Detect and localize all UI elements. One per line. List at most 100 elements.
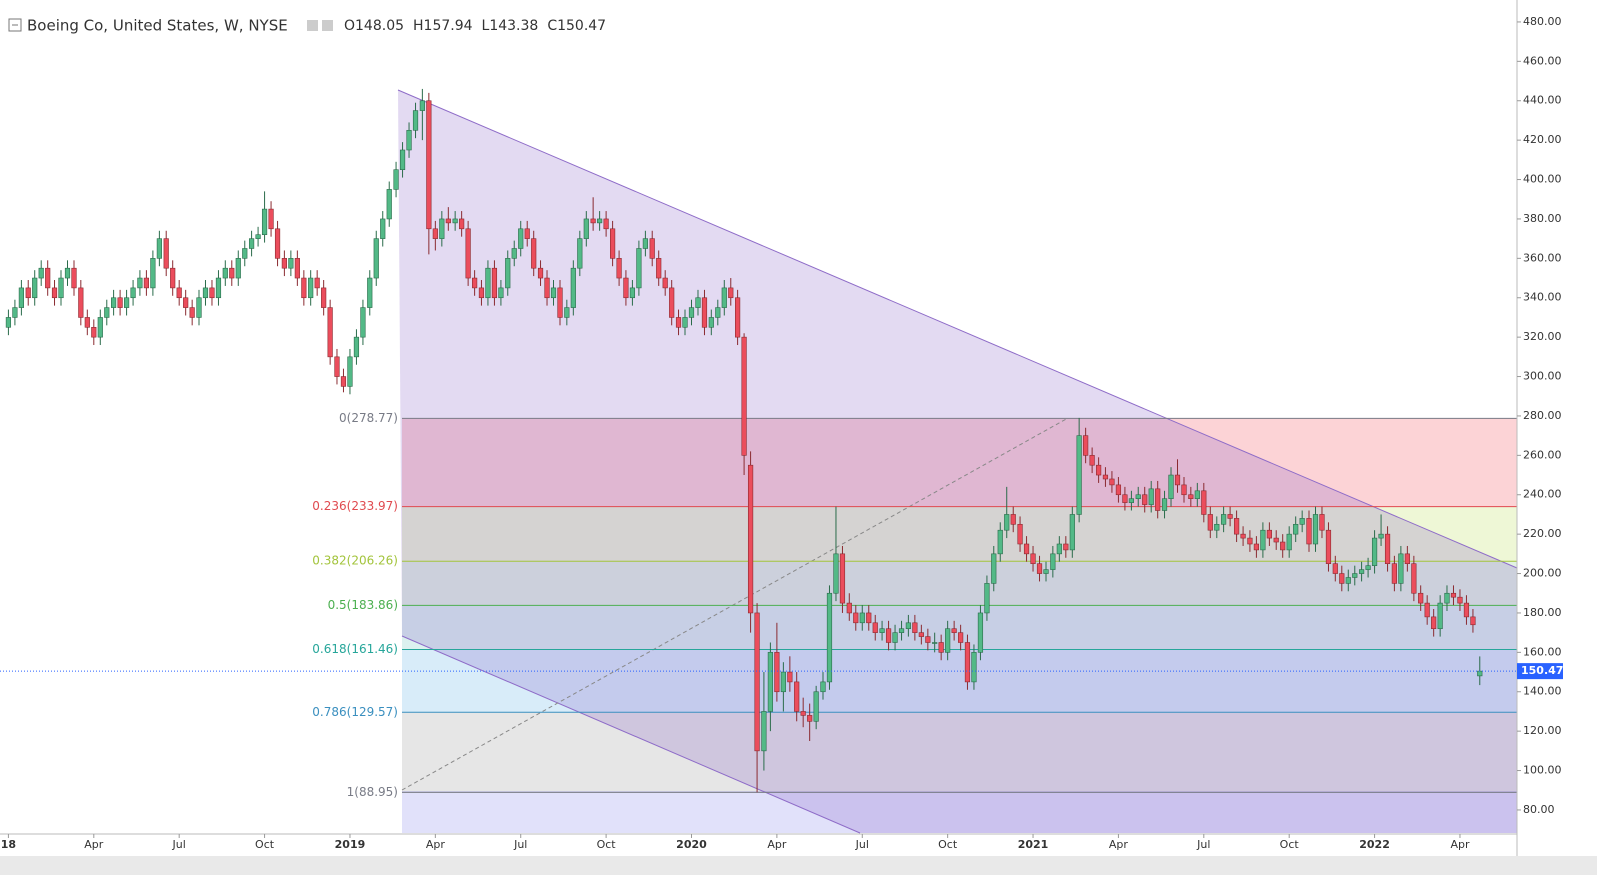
y-tick-label: 140.00 <box>1523 685 1562 698</box>
candle-body <box>393 169 399 190</box>
candle-body <box>544 277 550 299</box>
footer-strip <box>0 856 1597 875</box>
legend-value: O148.05 <box>344 18 404 34</box>
x-tick-label: Apr <box>426 838 446 851</box>
candle-body <box>1188 494 1194 499</box>
candle-body <box>209 287 215 299</box>
candle-body <box>629 287 636 299</box>
candle-body <box>807 715 813 722</box>
candle-body <box>853 612 859 624</box>
fib-level-label: 0.382(206.26) <box>312 554 398 568</box>
candle-body <box>833 553 839 594</box>
candle-body <box>1293 523 1299 535</box>
candle-body <box>439 218 445 239</box>
candle-body <box>715 307 721 318</box>
x-tick-label: Oct <box>255 838 275 851</box>
candle-body <box>1207 514 1213 531</box>
candle-body <box>334 356 340 377</box>
candle-body <box>1306 518 1312 545</box>
candle-body <box>898 628 905 633</box>
candle-body <box>964 642 971 683</box>
candle-body <box>688 307 695 318</box>
candle-body <box>1352 573 1358 578</box>
candle-body <box>321 287 327 308</box>
candle-body <box>130 287 136 299</box>
candle-body <box>892 632 898 643</box>
candle-body <box>196 297 202 318</box>
candle-body <box>1194 490 1200 499</box>
candle-body <box>787 671 793 683</box>
candle-body <box>669 287 675 318</box>
candle-body <box>1056 543 1062 555</box>
candle-body <box>71 267 77 289</box>
candle-body <box>577 238 583 269</box>
settings-icon[interactable] <box>307 20 318 31</box>
candle-body <box>649 238 655 259</box>
x-tick-label: Jul <box>1196 838 1210 851</box>
candle-body <box>380 218 386 239</box>
candle-body <box>1043 569 1049 574</box>
y-tick-label: 80.00 <box>1523 803 1555 816</box>
candle-body <box>78 287 84 318</box>
y-tick-label: 460.00 <box>1523 54 1562 67</box>
candle-body <box>971 652 977 683</box>
channel-upper <box>397 89 1518 569</box>
candle-body <box>104 307 110 318</box>
fib-trend-line <box>401 417 1069 791</box>
y-tick-label: 260.00 <box>1523 448 1562 461</box>
candle-body <box>1247 537 1253 545</box>
y-tick-label: 400.00 <box>1523 173 1562 186</box>
candle-body <box>564 307 570 318</box>
candle-body <box>288 258 294 269</box>
candle-body <box>518 228 524 249</box>
candle-body <box>603 218 609 230</box>
candle-body <box>1260 529 1266 551</box>
candle-body <box>747 464 754 614</box>
candle-body <box>465 228 471 279</box>
candle-body <box>938 642 944 653</box>
candle-body <box>150 258 156 289</box>
candle-body <box>800 711 806 716</box>
candle-body <box>1017 523 1023 545</box>
y-tick-label: 220.00 <box>1523 527 1562 540</box>
x-tick-label: Jul <box>855 838 869 851</box>
legend-value: C150.47 <box>547 18 606 34</box>
x-tick-label: Apr <box>767 838 787 851</box>
fib-band <box>402 712 1517 793</box>
candle-body <box>1004 514 1010 531</box>
candle-body <box>1398 553 1404 584</box>
candle-body <box>472 277 478 289</box>
candle-body <box>445 218 451 224</box>
candle-body <box>1148 488 1154 505</box>
candle-body <box>794 681 800 712</box>
candle-body <box>1266 529 1272 539</box>
x-tick-label: 2020 <box>676 838 707 851</box>
candle-body <box>767 652 773 712</box>
fib-level-label: 0.5(183.86) <box>328 598 398 612</box>
candle-body <box>1227 514 1233 519</box>
candle-body <box>478 287 485 299</box>
candle-body <box>1240 533 1246 539</box>
candle-body <box>1201 490 1207 515</box>
candle-body <box>918 632 924 637</box>
candle-body <box>294 258 300 279</box>
candle-body <box>675 317 682 328</box>
candle-body <box>1083 435 1089 456</box>
candle-body <box>826 592 833 683</box>
candle-body <box>64 267 71 279</box>
candle-body <box>1339 573 1345 584</box>
candle-body <box>1069 514 1075 551</box>
hide-icon[interactable] <box>322 20 333 31</box>
fib-band <box>402 561 1517 606</box>
collapse-icon[interactable] <box>8 18 22 32</box>
candle-body <box>58 277 64 299</box>
candle-body <box>708 317 714 328</box>
y-tick-label: 240.00 <box>1523 488 1562 501</box>
candle-body <box>872 622 878 633</box>
candle-body <box>5 317 12 328</box>
candle-body <box>353 336 360 358</box>
candle-body <box>1365 565 1371 570</box>
candle-body <box>202 287 209 299</box>
candle-body <box>1168 474 1174 499</box>
candle-body <box>255 234 261 239</box>
